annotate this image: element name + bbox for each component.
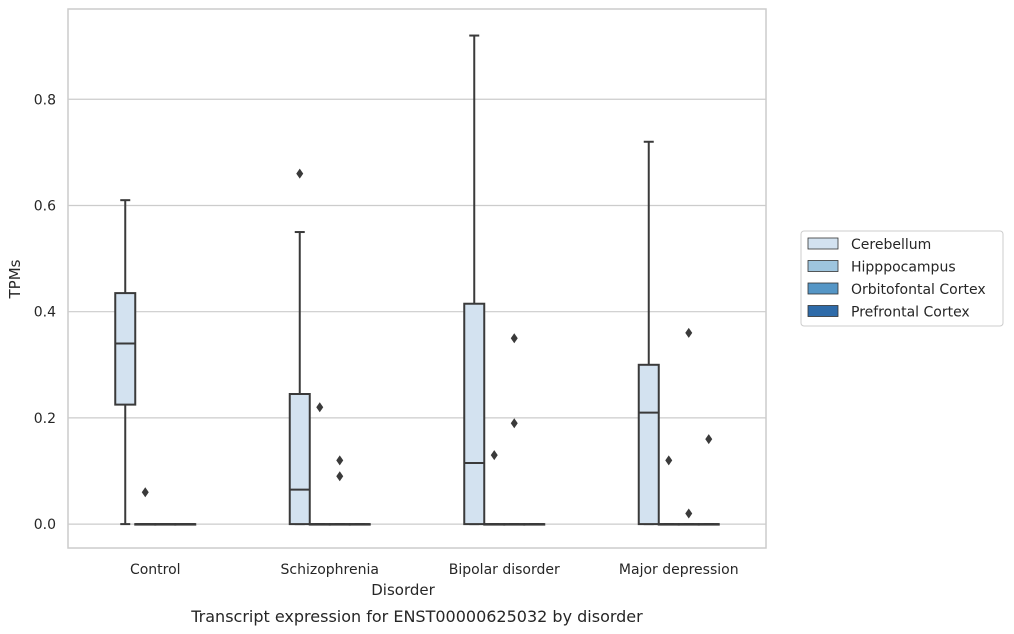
- outlier-point: [685, 327, 693, 338]
- box-plot: [308, 402, 331, 526]
- outlier-point: [665, 455, 673, 466]
- legend-label: Orbitofontal Cortex: [851, 282, 986, 298]
- box-plot: [637, 140, 660, 526]
- outlier-point: [336, 455, 344, 466]
- box-plot: [154, 523, 177, 526]
- x-axis-label: Disorder: [371, 581, 435, 599]
- box-plot: [288, 168, 311, 526]
- box-plot: [328, 455, 351, 526]
- box-plot: [463, 34, 486, 526]
- outlier-point: [705, 434, 713, 445]
- outlier-point: [296, 168, 304, 179]
- outlier-point: [510, 333, 518, 344]
- box: [463, 302, 486, 526]
- legend-frame: [800, 230, 1004, 327]
- y-tick-label: 0.4: [34, 305, 56, 321]
- box-plot: [677, 327, 700, 526]
- outlier-point: [336, 471, 344, 482]
- legend-swatch: [807, 305, 839, 317]
- box-plot: [114, 199, 137, 526]
- y-tick-label: 0.6: [34, 198, 56, 214]
- legend-swatch: [807, 237, 839, 250]
- x-axis-ticks: Control Schizophrenia Bipolar disorder Majo…: [130, 562, 739, 578]
- y-axis-ticks: 0.0 0.2 0.4 0.6 0.8: [34, 92, 56, 533]
- box-plot: [697, 434, 720, 526]
- y-tick-label: 0.8: [34, 92, 56, 108]
- box: [637, 363, 660, 526]
- box-plot: [483, 450, 506, 526]
- x-tick-label: Control: [130, 562, 181, 578]
- x-tick-label: Bipolar disorder: [449, 562, 560, 578]
- x-tick-label: Schizophrenia: [281, 562, 379, 578]
- series-orbitofontal-cortex: [154, 327, 700, 526]
- x-tick-label: Major depression: [619, 562, 739, 578]
- box-plot: [174, 523, 197, 526]
- box-plot: [348, 523, 371, 526]
- box-plot: [657, 455, 680, 526]
- y-axis-label: TPMs: [6, 259, 24, 299]
- box: [288, 393, 311, 526]
- y-tick-label: 0.0: [34, 517, 56, 533]
- legend: Cerebellum Hipppocampus Orbitofontal Corte…: [800, 230, 1004, 327]
- series-prefrontal-cortex: [174, 434, 720, 526]
- plot-area-frame: [67, 8, 767, 549]
- outlier-point: [141, 487, 149, 498]
- box-series: [114, 34, 720, 526]
- y-tick-label: 0.2: [34, 411, 56, 427]
- series-hipppocampus: [134, 402, 680, 526]
- legend-swatch: [807, 260, 839, 272]
- legend-label: Hipppocampus: [851, 260, 956, 276]
- box-plot: [134, 487, 157, 526]
- outlier-point: [510, 418, 518, 429]
- box-plot: [503, 333, 526, 526]
- legend-swatch: [807, 282, 839, 295]
- chart-title: Transcript expression for ENST0000062503…: [190, 607, 643, 626]
- outlier-point: [490, 450, 498, 461]
- legend-label: Cerebellum: [851, 237, 931, 253]
- outlier-point: [685, 508, 693, 519]
- grid-lines: [68, 98, 766, 525]
- series-cerebellum: [114, 34, 660, 526]
- box: [114, 292, 137, 406]
- outlier-point: [316, 402, 324, 413]
- box-plot: [523, 523, 546, 526]
- legend-label: Prefrontal Cortex: [851, 305, 970, 321]
